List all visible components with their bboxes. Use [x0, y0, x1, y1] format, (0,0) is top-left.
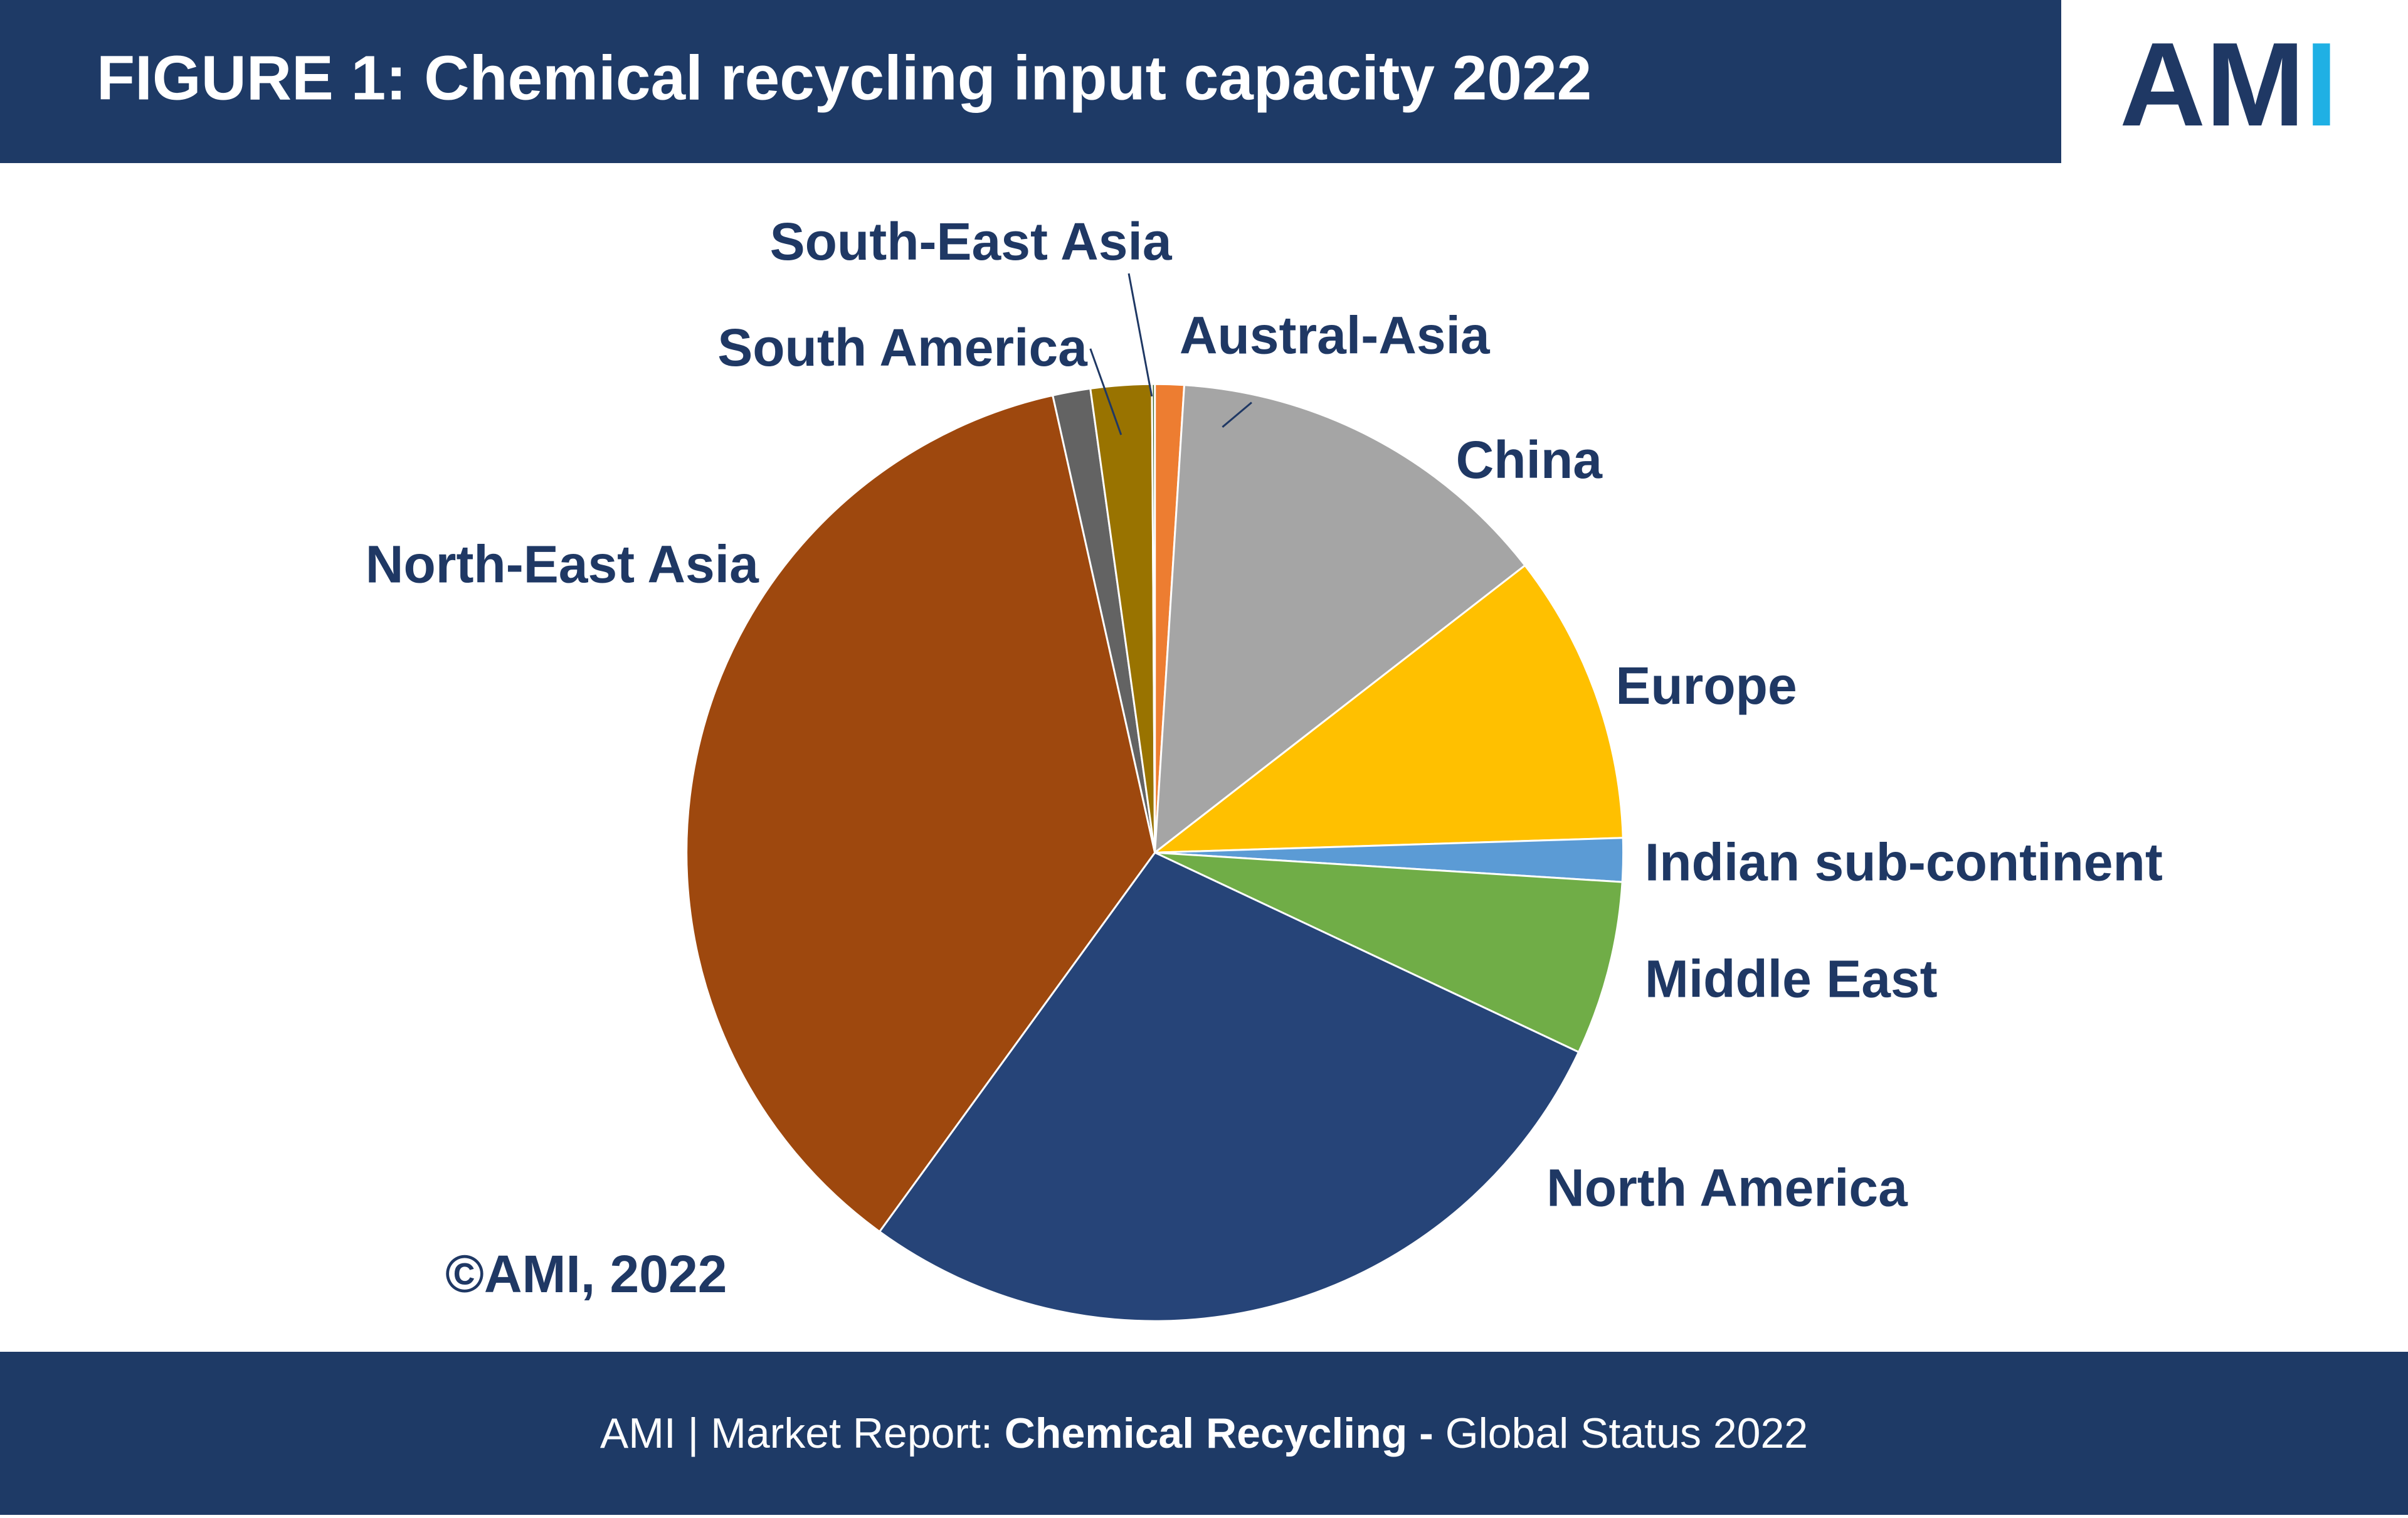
leader-line	[1089, 348, 1122, 435]
pie-slice	[878, 851, 1580, 1322]
slice-label: Middle East	[1645, 950, 1938, 1009]
pie-slice	[1154, 851, 1624, 1054]
footer-text: AMI | Market Report: Chemical Recycling …	[600, 1409, 1808, 1457]
footer-part: Global Status 2022	[1434, 1409, 1808, 1457]
slice-label: China	[1456, 430, 1603, 489]
slice-label: South America	[717, 318, 1088, 377]
logo-accent: I	[2305, 18, 2338, 151]
pie-slice	[1151, 383, 1156, 853]
logo: AMI	[2120, 18, 2338, 151]
leader-line	[1127, 273, 1153, 397]
logo-main: AM	[2120, 18, 2305, 151]
pie-slice	[685, 394, 1156, 1233]
footer-part: AMI | Market Report:	[600, 1409, 1005, 1457]
slice-label: Indian sub-continent	[1645, 832, 2163, 891]
chart-title: FIGURE 1: Chemical recycling input capac…	[97, 43, 1592, 113]
slice-label: South-East Asia	[770, 212, 1173, 271]
source: ©AMI, 2022	[445, 1245, 727, 1303]
slice-label: North-East Asia	[366, 534, 759, 593]
slice-label: Austral-Asia	[1180, 305, 1491, 364]
pie-slice	[1153, 384, 1526, 855]
footer-part: Chemical Recycling -	[1005, 1409, 1434, 1457]
pie-slice	[1152, 564, 1624, 854]
slice-label: North America	[1546, 1159, 1908, 1218]
slice-label: Europe	[1615, 656, 1797, 715]
footer-bar	[0, 1352, 2408, 1515]
header-bar	[0, 0, 2061, 163]
leader-line	[1222, 401, 1252, 428]
